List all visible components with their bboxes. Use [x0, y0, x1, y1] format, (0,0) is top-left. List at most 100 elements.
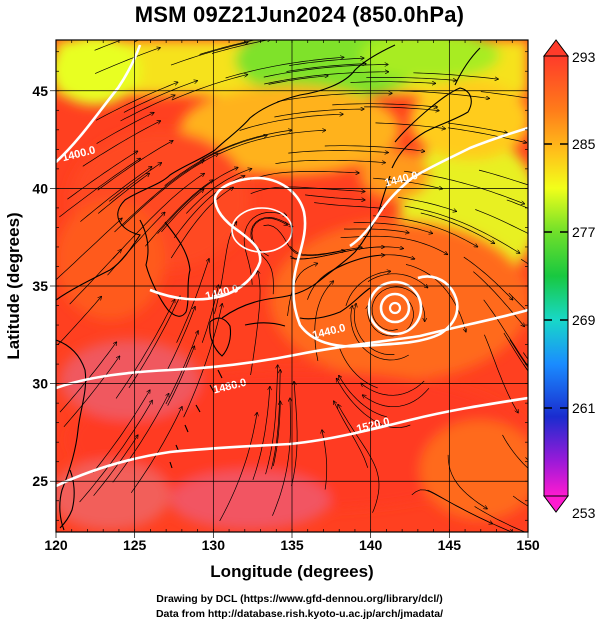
streamline [94, 40, 122, 51]
streamline [164, 135, 267, 186]
streamline [337, 379, 411, 428]
x-tick-label: 130 [202, 537, 226, 553]
colorbar-top-triangle [543, 39, 569, 57]
streamline [272, 401, 280, 466]
streamline [63, 356, 120, 428]
streamline [404, 205, 520, 253]
streamline [403, 170, 524, 204]
streamline [474, 506, 526, 532]
x-tick-label: 145 [438, 537, 462, 553]
streamline [288, 151, 388, 154]
streamline [59, 342, 117, 413]
contour-1400 [56, 44, 142, 163]
x-tick-label: 140 [359, 537, 383, 553]
x-tick-labels: 120 125 130 135 140 145 150 [44, 537, 540, 553]
colorbar-tick-label: 261 [572, 400, 596, 416]
streamline [503, 332, 528, 372]
contour-1440-north [349, 126, 528, 248]
streamline [398, 197, 456, 211]
y-tick-label: 45 [32, 83, 48, 99]
streamline [252, 387, 270, 481]
streamline [263, 65, 388, 78]
streamline [183, 304, 223, 418]
colorbar: 285 277 269 261 293 253 [543, 39, 596, 521]
streamline [277, 93, 392, 102]
streamline [96, 113, 154, 144]
streamline [120, 95, 175, 122]
streamline [290, 247, 385, 260]
streamline [420, 212, 495, 243]
streamline [56, 218, 122, 280]
streamline [447, 127, 527, 143]
streamline [343, 228, 409, 233]
y-tick-label: 25 [32, 473, 48, 489]
typhoon-ring-mid [379, 292, 411, 324]
colorbar-bar [543, 55, 569, 497]
streamline [286, 64, 367, 72]
streamline [291, 382, 298, 487]
streamline [97, 173, 149, 214]
streamline [332, 103, 437, 107]
streamline [115, 300, 175, 399]
colorbar-tick-label: 269 [572, 312, 596, 328]
y-tick-label: 40 [32, 180, 48, 196]
streamline [289, 58, 364, 66]
streamline [411, 489, 493, 524]
colorbar-tick-label: 285 [572, 136, 596, 152]
streamline [157, 168, 238, 234]
streamline [79, 401, 153, 503]
streamline [170, 187, 233, 259]
streamline [94, 48, 160, 74]
streamline [186, 169, 251, 214]
streamline [351, 306, 409, 361]
colorbar-max-label: 293 [572, 49, 596, 65]
colorbar-bottom-triangle [543, 495, 569, 513]
y-tick-labels: 25 30 35 40 45 [32, 83, 48, 489]
streamline [272, 398, 290, 516]
streamline [167, 346, 195, 406]
contour-1520 [56, 396, 528, 488]
contour-1440 [149, 176, 459, 348]
streamline [475, 209, 528, 234]
height-contours [56, 44, 528, 488]
x-axis-label: Longitude (degrees) [210, 562, 373, 581]
streamline [176, 259, 209, 343]
streamline [123, 81, 197, 113]
streamline [264, 72, 388, 85]
streamline [350, 82, 436, 84]
streamline [249, 171, 359, 181]
typhoon-center [388, 301, 402, 315]
streamline [243, 211, 286, 285]
streamline [263, 224, 345, 257]
streamline [166, 307, 195, 371]
streamline [67, 151, 137, 200]
streamline [201, 285, 218, 343]
streamline [225, 57, 344, 79]
streamline [339, 376, 387, 418]
colorbar-ticks: 285 277 269 261 [544, 136, 596, 416]
streamline [82, 121, 161, 167]
streamline [57, 297, 102, 346]
streamline [367, 273, 428, 288]
streamline [190, 40, 192, 41]
lat-lon-grid [50, 40, 529, 538]
streamline [363, 387, 430, 408]
map-title: MSM 09Z21Jun2024 (850.0hPa) [134, 2, 465, 27]
plot-frame [55, 39, 529, 533]
streamline [114, 160, 204, 233]
streamline [324, 145, 425, 152]
typhoon-ring-outer [367, 280, 423, 336]
streamline [399, 90, 490, 99]
wind-streamlines [56, 40, 528, 532]
streamline [92, 390, 150, 473]
streamline [95, 82, 178, 121]
streamline [275, 159, 385, 163]
streamline [80, 167, 151, 222]
streamline [483, 299, 528, 371]
colorbar-min-label: 253 [572, 505, 596, 521]
temperature-field [56, 40, 528, 532]
y-tick-label: 30 [32, 376, 48, 392]
streamline [122, 154, 218, 227]
streamline [161, 189, 203, 233]
